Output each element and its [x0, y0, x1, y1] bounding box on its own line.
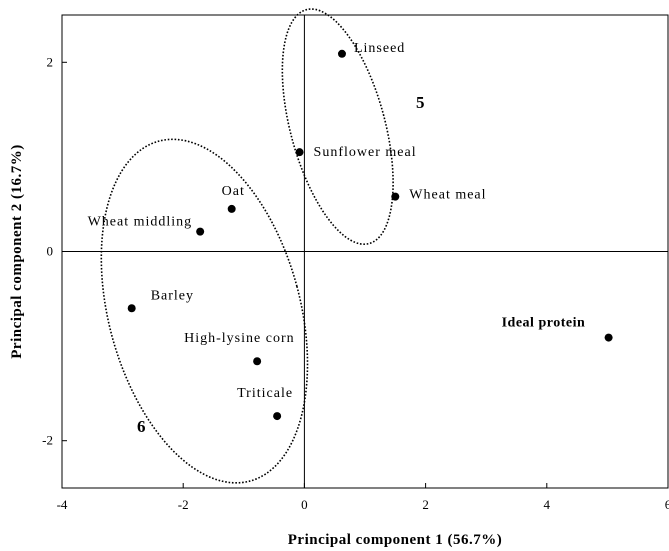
- x-tick-label: 6: [665, 497, 669, 512]
- point-label-wheat-middling: Wheat middling: [88, 215, 193, 230]
- point-oat: [227, 204, 236, 213]
- x-tick-label: 4: [544, 497, 551, 512]
- point-label-ideal-protein: Ideal protein: [502, 316, 586, 331]
- group-5-ellipse: [281, 8, 394, 246]
- point-triticale: [273, 412, 282, 421]
- point-high-lysine-corn: [253, 357, 262, 366]
- group-5-label: 5: [416, 93, 425, 112]
- point-label-oat: Oat: [222, 184, 245, 199]
- y-tick-label: 0: [47, 244, 54, 259]
- group-6-label: 6: [137, 417, 146, 436]
- point-label-sunflower-meal: Sunflower meal: [314, 145, 417, 160]
- point-label-linseed: Linseed: [354, 41, 405, 56]
- y-axis-title: Principal component 2 (16.7%): [9, 144, 25, 359]
- x-tick-label: 2: [422, 497, 429, 512]
- x-tick-label: -2: [178, 497, 189, 512]
- point-sunflower-meal: [295, 148, 304, 157]
- point-ideal-protein: [604, 333, 613, 342]
- point-barley: [127, 304, 136, 313]
- x-axis-title: Principal component 1 (56.7%): [288, 532, 503, 548]
- y-tick-label: -2: [42, 433, 53, 448]
- y-tick-label: 2: [47, 54, 54, 69]
- point-label-wheat-meal: Wheat meal: [409, 188, 486, 203]
- x-tick-label: 0: [301, 497, 308, 512]
- point-wheat-middling: [196, 227, 205, 236]
- point-label-barley: Barley: [151, 288, 194, 303]
- point-label-triticale: Triticale: [237, 386, 293, 401]
- point-linseed: [337, 49, 346, 58]
- group-6-ellipse: [100, 138, 309, 484]
- x-tick-label: -4: [57, 497, 68, 512]
- point-wheat-meal: [391, 192, 400, 201]
- point-label-high-lysine-corn: High-lysine corn: [184, 331, 294, 346]
